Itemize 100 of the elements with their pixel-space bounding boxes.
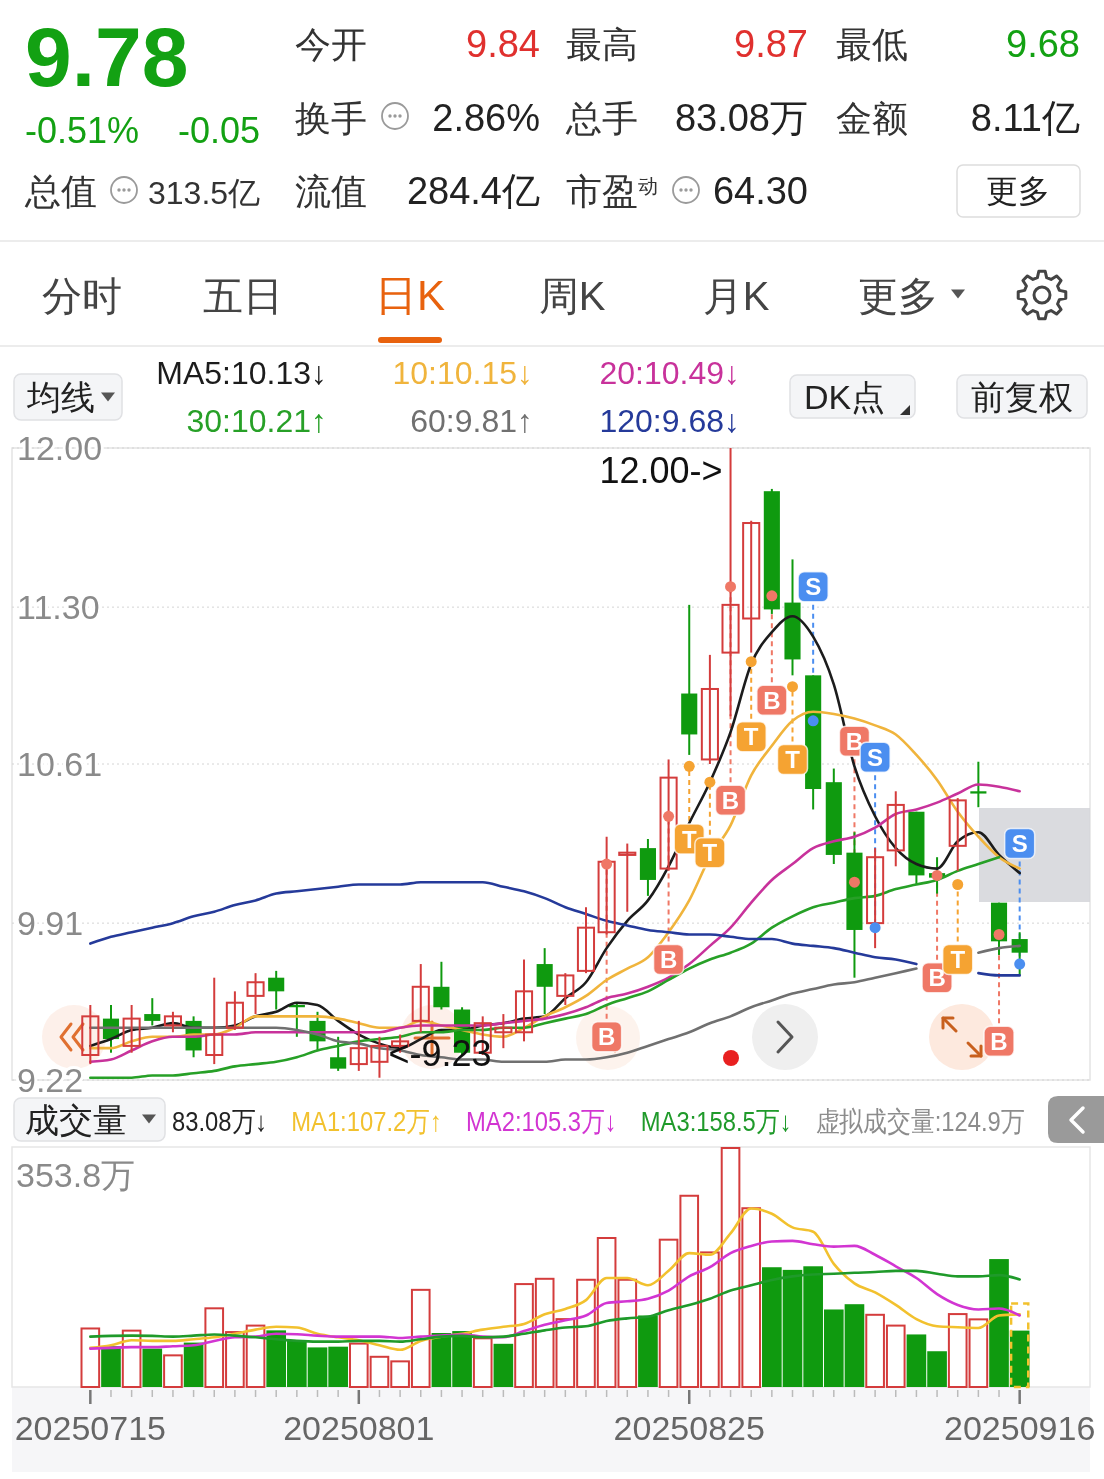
text: 更多 [986,173,1050,209]
text: 月K [702,274,770,318]
y-tick-label: 10.61 [17,745,103,783]
candlestick [514,958,534,1043]
text: 更多 [858,274,938,318]
text: 9.87 [734,23,808,65]
candlestick [330,1035,347,1072]
candlestick [411,963,430,1034]
candlestick [556,972,575,1006]
annotation: 353.8万 [16,1156,136,1194]
data-label: T [743,723,759,751]
text: 313.5亿 [148,175,261,211]
bar [101,1346,121,1387]
text: 64.30 [712,170,808,212]
text: 20:10.49↓ [599,355,740,391]
point [725,581,737,593]
text: 五日 [203,274,283,318]
bar [80,1327,101,1388]
candlestick [948,797,967,872]
data-label: B [845,727,864,755]
bar [163,1354,183,1388]
text: 10:10.15↓ [392,355,533,391]
text: 120:9.68↓ [599,403,740,439]
bar [472,1337,493,1388]
point [766,590,778,602]
text: 总手 [565,98,638,139]
point [848,876,860,888]
text: 9.78 [25,10,189,104]
data-label: T [681,825,697,853]
text: 2.86% [432,97,540,139]
candlestick [246,972,265,1016]
candlestick [700,653,719,765]
text: 最低 [836,24,908,65]
x-tick-label: 20250825 [613,1409,765,1447]
data-label: S [805,573,822,601]
bar [183,1342,204,1387]
text: 金额 [836,98,908,139]
candlestick [618,842,637,913]
candlestick [494,1013,513,1050]
candlestick [205,976,224,1066]
text: 流值 [295,171,367,212]
candlestick [742,519,761,654]
bar [121,1329,142,1388]
data-label: S [1011,830,1028,858]
point [601,858,613,870]
candlestick [370,1035,389,1079]
candlestick [144,997,161,1027]
text: -0.51% [25,110,140,151]
text: 均线 [26,378,95,416]
text: 30:10.21↑ [186,403,327,439]
text: MA3:158.5万↓ [640,1105,792,1138]
candlestick [225,990,244,1031]
text: 前复权 [971,378,1073,416]
candlestick [970,760,987,809]
text: 换手 [295,98,367,139]
text: 9.84 [466,23,540,65]
text: 83.08万 [674,97,808,139]
x-tick-label: 20250801 [283,1409,435,1447]
y-tick-label: 11.30 [17,588,100,627]
data-label: T [785,745,801,773]
candlestick [433,960,450,1011]
text: 9.68 [1006,23,1080,65]
text: 虚拟成交量:124.9万 [815,1105,1025,1138]
text: 83.08万↓ [172,1105,268,1138]
text: 284.4亿 [406,170,540,212]
data-label: B [763,686,781,714]
candlestick [886,790,905,868]
candlestick [576,906,596,975]
data-label: T [950,946,966,974]
data-label: B [721,786,740,814]
text: 60:9.81↑ [410,403,533,439]
text: 8.11亿 [970,97,1080,139]
candlestick [81,1003,100,1066]
text: -0.05 [178,110,261,151]
text: 成交量 [25,1101,127,1139]
bar [1009,1302,1030,1389]
bar [142,1348,163,1387]
candlestick [268,969,285,1011]
text: 今开 [295,24,367,65]
point [663,810,675,822]
text: 总值 [24,171,97,212]
x-tick-label: 20250916 [944,1409,1096,1447]
bar [493,1343,514,1387]
data-label: B [928,964,946,992]
text: 最高 [566,24,638,65]
text: MA1:107.2万↑ [291,1105,442,1138]
candlestick [536,947,553,1016]
x-tick-label: 20250715 [14,1409,166,1447]
candlestick [122,1003,141,1054]
text: MA2:105.3万↓ [466,1105,617,1138]
point [993,929,1005,940]
candlestick [349,1019,368,1072]
data-label: S [867,743,884,771]
point [931,869,943,881]
data-label: B [990,1027,1008,1055]
data-label: T [702,839,718,867]
text: MA5:10.13↓ [156,355,327,391]
y-tick-label: 9.22 [17,1061,84,1099]
text: 分时 [42,274,122,318]
text: DK点 [804,378,886,416]
